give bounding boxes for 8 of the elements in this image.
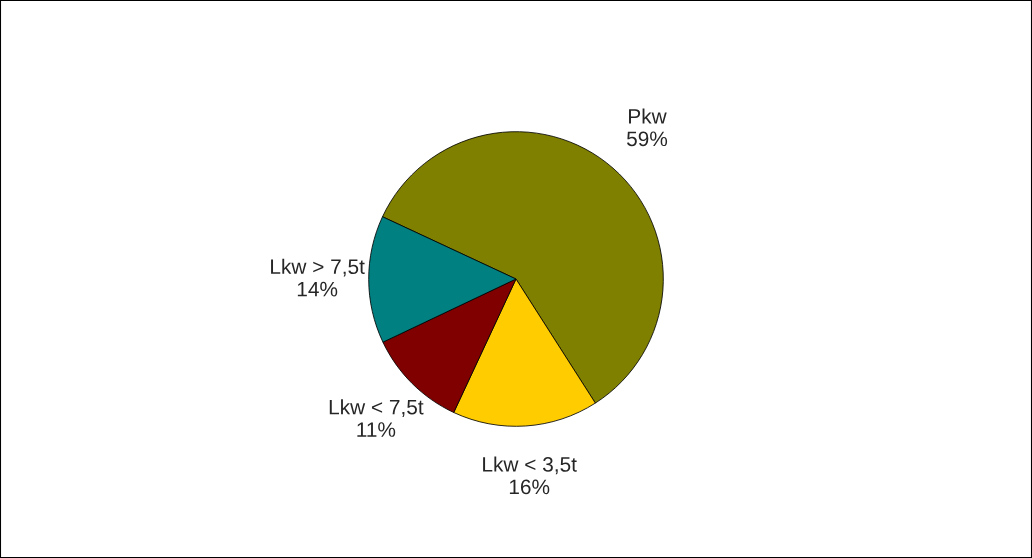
data-label: 11%: [357, 422, 396, 437]
slice-label: Pkw: [629, 108, 667, 124]
slice-label: Lkw < 7,5t: [329, 399, 424, 417]
slice-label: Lkw > 7,5t: [271, 258, 365, 277]
data-label: 59%: [626, 131, 668, 147]
data-label: 16%: [509, 479, 550, 495]
data-label: 14%: [297, 281, 338, 297]
slice-label: Lkw < 3,5t: [483, 456, 577, 475]
